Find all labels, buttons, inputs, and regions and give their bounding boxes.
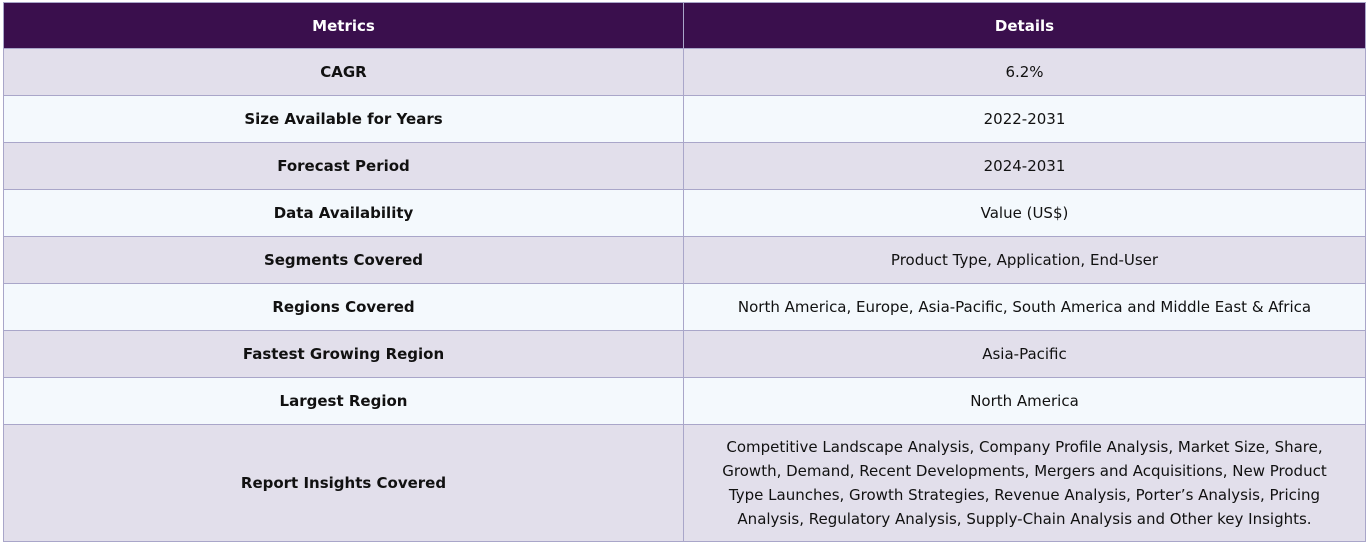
detail-cell: 6.2% [683,48,1366,96]
detail-cell: North America, Europe, Asia-Pacific, Sou… [683,283,1366,331]
detail-cell: Competitive Landscape Analysis, Company … [683,424,1366,542]
table-row: Data Availability Value (US$) [3,189,1366,237]
header-metrics: Metrics [3,2,684,49]
metric-cell: Size Available for Years [3,95,684,143]
table-row: Regions Covered North America, Europe, A… [3,283,1366,331]
table-row: Report Insights Covered Competitive Land… [3,424,1366,542]
detail-cell: Asia-Pacific [683,330,1366,378]
metric-cell: Data Availability [3,189,684,237]
metric-cell: Forecast Period [3,142,684,190]
metric-cell: CAGR [3,48,684,96]
detail-cell: 2022-2031 [683,95,1366,143]
table-row: Segments Covered Product Type, Applicati… [3,236,1366,284]
detail-cell: Value (US$) [683,189,1366,237]
metrics-table: Metrics Details CAGR 6.2% Size Available… [3,2,1366,542]
metric-cell: Largest Region [3,377,684,425]
table-row: Fastest Growing Region Asia-Pacific [3,330,1366,378]
metric-cell: Segments Covered [3,236,684,284]
table-row: Forecast Period 2024-2031 [3,142,1366,190]
header-details: Details [683,2,1366,49]
table-header-row: Metrics Details [3,2,1366,49]
metric-cell: Fastest Growing Region [3,330,684,378]
table-row: Largest Region North America [3,377,1366,425]
detail-cell: Product Type, Application, End-User [683,236,1366,284]
metric-cell: Report Insights Covered [3,424,684,542]
detail-cell: North America [683,377,1366,425]
detail-cell: 2024-2031 [683,142,1366,190]
table-row: Size Available for Years 2022-2031 [3,95,1366,143]
table-row: CAGR 6.2% [3,48,1366,96]
metric-cell: Regions Covered [3,283,684,331]
